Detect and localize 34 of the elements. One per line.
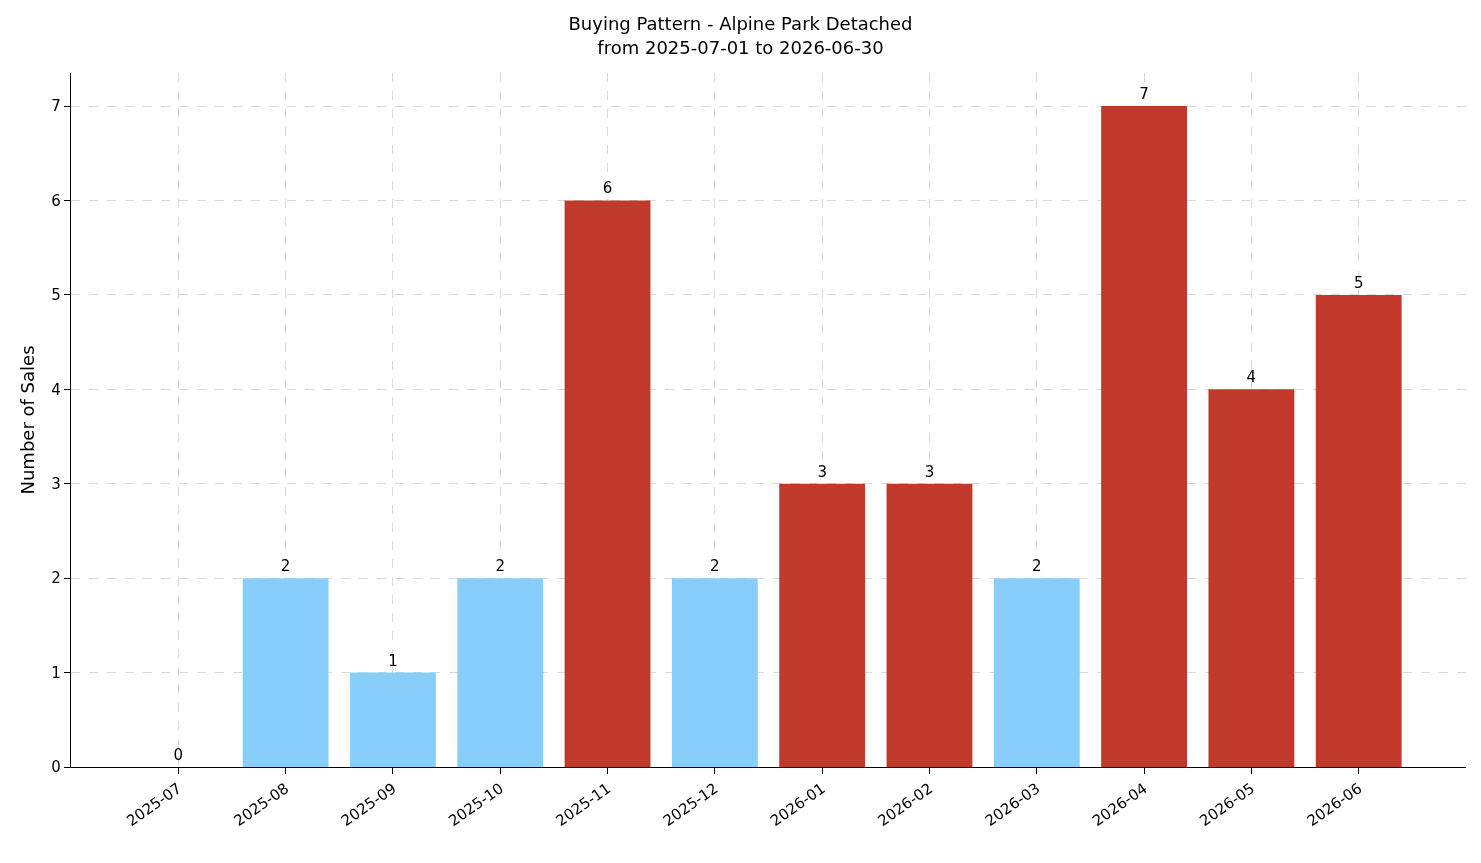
data-label: 3 xyxy=(924,462,935,481)
y-tick-label: 5 xyxy=(51,286,61,305)
chart-subtitle: from 2025-07-01 to 2026-06-30 xyxy=(597,36,884,58)
y-tick-label: 1 xyxy=(51,663,61,682)
y-tick-label: 7 xyxy=(51,97,61,116)
y-tick-label: 2 xyxy=(51,569,61,588)
bar xyxy=(1208,389,1295,767)
bar xyxy=(1101,106,1187,767)
data-label: 1 xyxy=(388,651,398,670)
data-label: 2 xyxy=(1032,557,1042,576)
bar xyxy=(564,200,651,767)
y-axis-title: Number of Sales xyxy=(16,345,38,495)
y-tick-label: 0 xyxy=(51,758,61,777)
data-label: 6 xyxy=(602,179,613,198)
data-label: 2 xyxy=(710,557,720,576)
bar xyxy=(779,483,866,767)
data-label: 5 xyxy=(1353,273,1364,292)
data-label: 4 xyxy=(1246,368,1257,387)
data-label: 2 xyxy=(280,557,291,576)
bar xyxy=(242,578,329,767)
bar xyxy=(1315,294,1402,767)
bar xyxy=(350,672,436,767)
bar xyxy=(457,578,544,767)
data-label: 7 xyxy=(1139,85,1149,104)
chart-title: Buying Pattern - Alpine Park Detached xyxy=(568,13,913,35)
y-tick-label: 3 xyxy=(51,474,61,493)
data-label: 3 xyxy=(817,462,827,481)
data-label: 2 xyxy=(495,557,505,576)
bar xyxy=(993,578,1080,767)
bar xyxy=(886,483,973,767)
y-tick-label: 4 xyxy=(51,380,61,399)
y-tick-label: 6 xyxy=(51,191,61,210)
data-label: 0 xyxy=(173,746,184,764)
bar xyxy=(671,578,758,767)
